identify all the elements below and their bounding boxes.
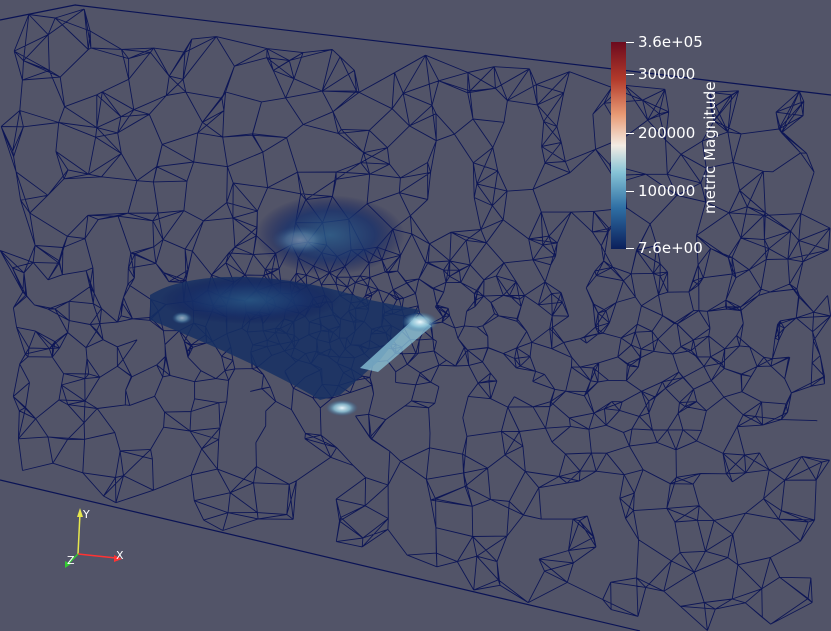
axis-y-label: Y — [83, 508, 90, 521]
colormap-bar — [611, 42, 626, 249]
legend-label-100000: 100000 — [638, 182, 696, 200]
legend-min-label: 7.6e+00 — [638, 239, 703, 257]
tick-max — [626, 42, 634, 43]
legend-label-300000: 300000 — [638, 65, 696, 83]
tick-min — [626, 248, 634, 249]
metric-field-region — [150, 195, 438, 416]
axes-triad-icon — [65, 508, 122, 568]
axis-x-label: X — [116, 549, 124, 562]
body-highlight — [160, 276, 340, 324]
tick-100000 — [626, 191, 634, 192]
tick-200000 — [626, 133, 634, 134]
color-legend: 3.6e+05 300000 200000 100000 7.6e+00 met… — [611, 34, 731, 262]
hot-stripe — [360, 318, 432, 372]
hot-spot-lower — [326, 400, 358, 416]
dome-highlight — [272, 226, 328, 254]
legend-label-200000: 200000 — [638, 124, 696, 142]
top-dome-region — [255, 195, 405, 275]
hot-spot-left — [172, 312, 192, 324]
axis-z-label: Z — [67, 554, 75, 567]
hot-spot-upper — [402, 312, 438, 332]
legend-title: metric Magnitude — [701, 81, 719, 214]
box-edges — [0, 4, 831, 631]
tick-300000 — [626, 74, 634, 75]
orientation-axes: Y X Z — [54, 505, 134, 577]
domain-box-outline — [0, 4, 831, 631]
legend-max-label: 3.6e+05 — [638, 33, 703, 51]
